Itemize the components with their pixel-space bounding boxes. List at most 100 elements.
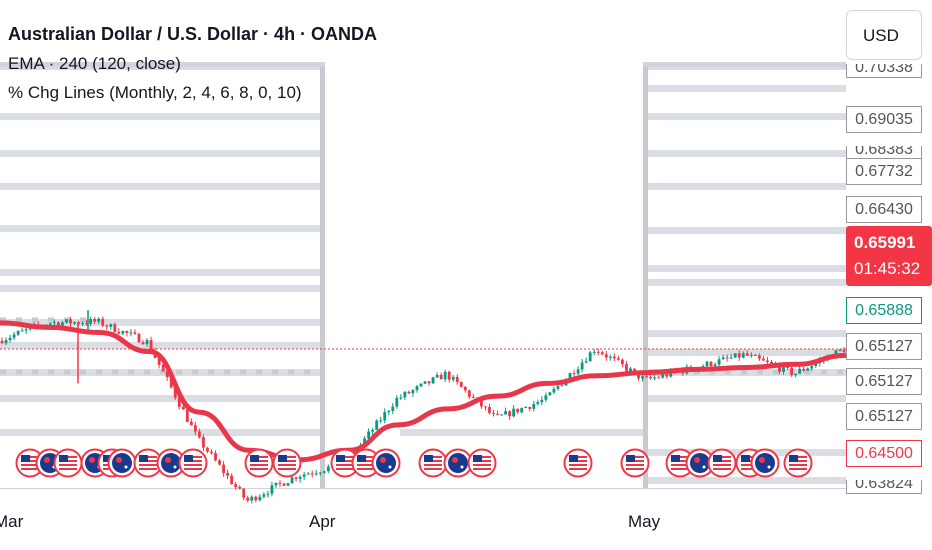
flag-canton [139,455,148,462]
au-flag-icon[interactable] [443,448,473,478]
candle-down [113,324,117,332]
candle-up [298,476,302,479]
au-flag-icon[interactable] [685,448,715,478]
us-flag-icon[interactable] [707,448,737,478]
candle-up [576,369,580,374]
flag-jack [694,457,700,463]
us-flag-icon[interactable] [244,448,274,478]
pct-band [645,279,846,286]
flag-stripe [569,464,587,466]
candle-up [749,354,753,356]
us-flag-icon[interactable] [53,448,83,478]
pct-band [645,349,846,356]
pct-band [645,85,846,92]
flag-stripe [357,464,375,466]
candle-down [242,488,246,498]
us-flag-icon[interactable] [133,448,163,478]
candle-down [649,377,653,379]
candle-down [455,376,459,382]
flag-stripe [569,468,587,470]
candle-down [770,361,773,364]
flag-canton [789,455,798,462]
au-flag-icon[interactable] [750,448,780,478]
flag-stripe [789,464,807,466]
us-flag-icon[interactable] [272,448,302,478]
us-flag-icon[interactable] [467,448,497,478]
candle-up [580,362,584,370]
us-flag-icon[interactable] [351,448,381,478]
candle-up [729,357,733,359]
flag-star [460,465,464,469]
candle-up [290,477,294,484]
candle-down [427,381,431,384]
candle-down [463,386,467,391]
flag-stripe [336,464,354,466]
flag-canton [569,455,578,462]
candle-up [371,429,375,432]
pct-lines-indicator-label[interactable]: % Chg Lines (Monthly, 2, 4, 6, 8, 0, 10) [8,83,302,102]
us-flag-icon[interactable] [620,448,650,478]
currency-button[interactable]: USD [846,10,922,60]
candle-up [423,381,427,384]
flag-canton [59,455,68,462]
candle-up [435,374,439,378]
candle-up [717,359,721,365]
candle-up [806,368,810,371]
candle-down [294,477,298,479]
us-flag-icon[interactable] [783,448,813,478]
candle-up [451,376,455,380]
candle-up [355,451,358,453]
au-flag-icon[interactable] [371,448,401,478]
flag-field [161,453,181,473]
flag-stripe [357,468,375,470]
flag-jack [44,457,50,463]
flag-star [124,465,128,469]
candle-up [258,496,262,501]
flag-stripe [713,468,731,470]
candle-up [608,356,612,358]
flag-canton [103,455,112,462]
candle-up [145,340,149,345]
candle-down [206,447,209,452]
us-flag-icon[interactable] [178,448,208,478]
month-separators [0,62,846,488]
candle-down [125,330,129,333]
candle-up [302,474,306,477]
flag-stripe [473,464,491,466]
candle-up [326,466,330,472]
candle-up [52,322,56,324]
candle-up [560,385,564,387]
candle-up [411,390,415,394]
us-flag-icon[interactable] [665,448,695,478]
ema-price-label: 0.65888 [846,297,922,324]
pct-band [645,477,846,484]
ema-indicator-label[interactable]: EMA · 240 (120, close) [8,54,181,73]
candle-up [286,483,290,486]
au-flag-icon[interactable] [107,448,137,478]
candle-up [391,406,395,411]
candle-down [786,366,789,368]
candle-down [612,356,616,359]
candle-down [57,322,60,326]
candle-down [439,374,443,380]
candle-up [97,318,101,322]
us-flag-icon[interactable] [330,448,360,478]
candle-down [141,342,145,345]
candle-down [117,331,121,334]
candle-down [238,487,242,489]
candle-up [403,391,407,398]
candle-up [306,473,310,475]
flag-stripe [139,464,157,466]
au-flag-icon[interactable] [156,448,186,478]
pct-band [645,150,846,157]
us-flag-icon[interactable] [418,448,448,478]
candle-down [802,368,806,371]
flag-stripe [671,468,689,470]
us-flag-icon[interactable] [563,448,593,478]
symbol-title[interactable]: Australian Dollar / U.S. Dollar · 4h · O… [8,24,378,44]
pct-band [645,183,846,190]
candle-down [616,358,620,360]
candle-down [133,332,137,334]
candle-down [753,354,757,356]
